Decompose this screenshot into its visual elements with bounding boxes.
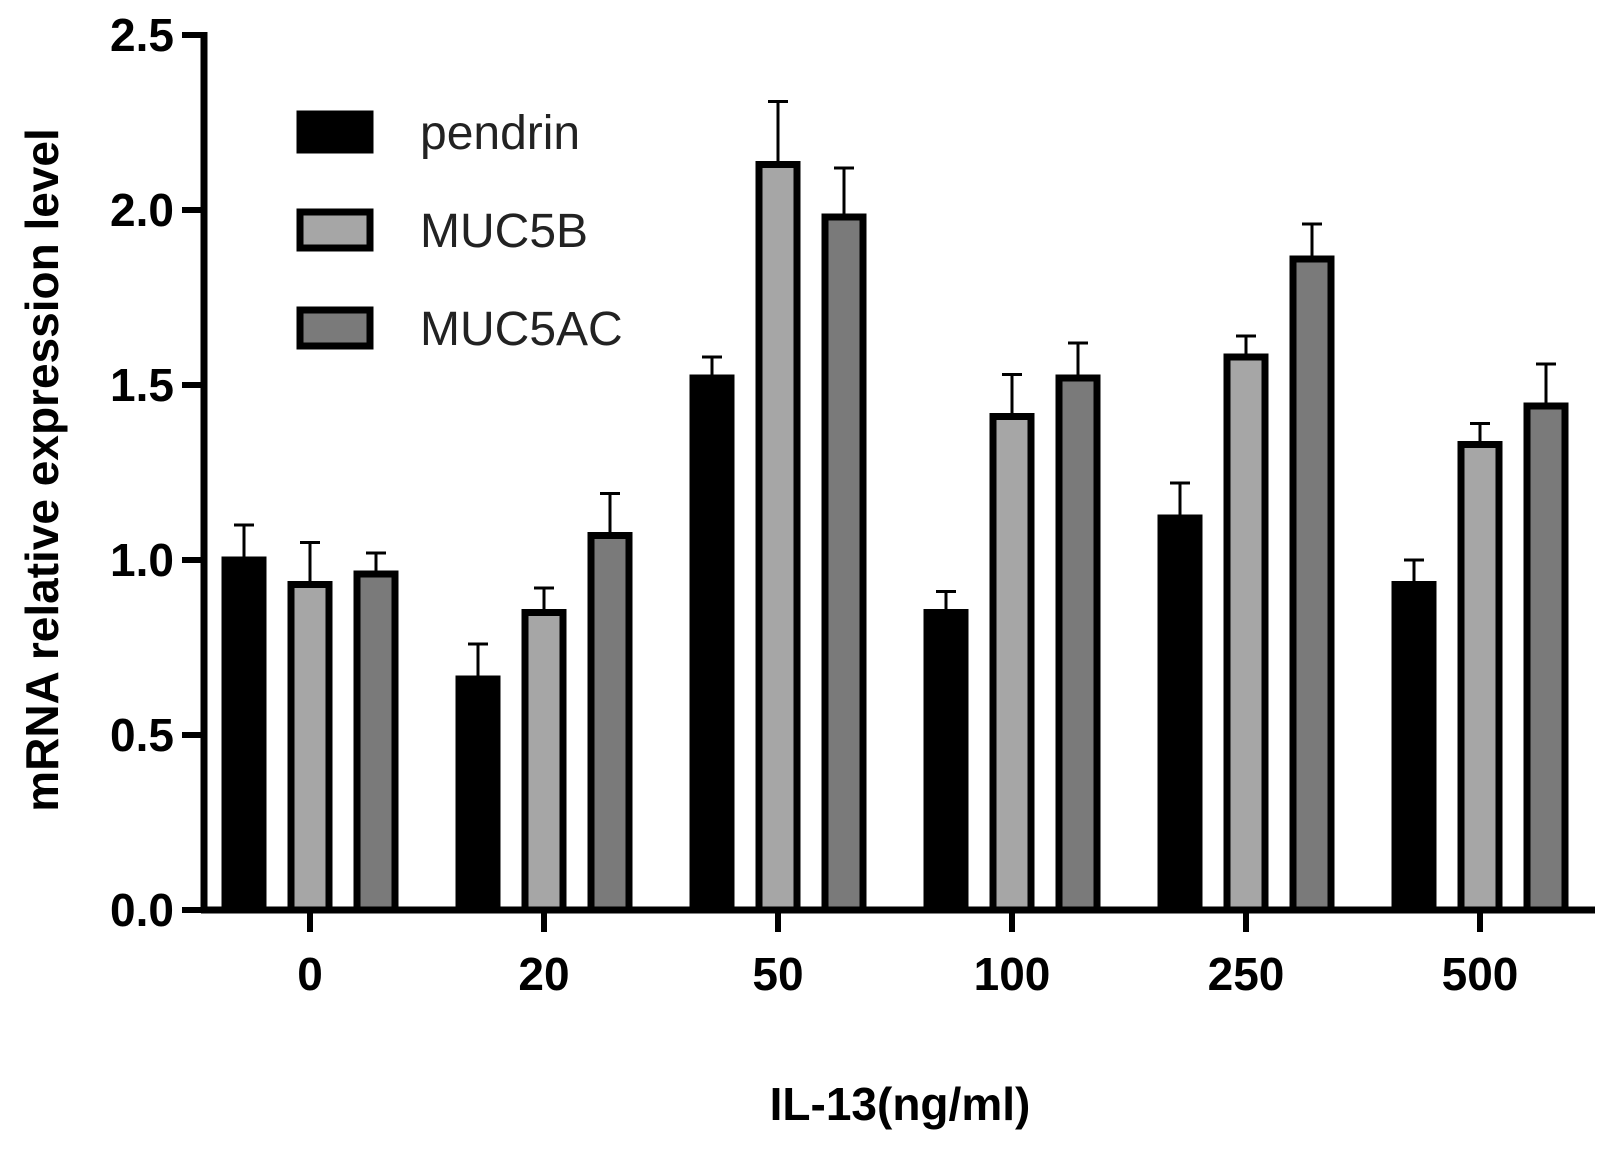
legend-label-pendrin: pendrin bbox=[420, 107, 580, 160]
y-axis-title-group: mRNA relative expression level bbox=[16, 128, 68, 812]
x-tick-label: 20 bbox=[518, 948, 569, 1000]
x-tick-label: 250 bbox=[1208, 948, 1285, 1000]
legend-swatch-pendrin bbox=[296, 110, 374, 154]
y-tick-label: 0.5 bbox=[110, 709, 174, 761]
x-tick-label: 50 bbox=[752, 948, 803, 1000]
bar-muc5ac-50 bbox=[821, 213, 867, 914]
y-tick-label: 2.0 bbox=[110, 184, 174, 236]
axes-layer bbox=[200, 32, 1595, 914]
y-tick-label: 1.5 bbox=[110, 359, 174, 411]
legend-swatch-muc5ac bbox=[296, 306, 374, 350]
bar-muc5b-20 bbox=[521, 609, 567, 914]
errors-layer bbox=[234, 100, 1556, 679]
bar-pendrin-100 bbox=[923, 609, 969, 914]
bar-muc5b-50 bbox=[755, 161, 801, 914]
x-tick-label: 0 bbox=[297, 948, 323, 1000]
bar-muc5ac-0 bbox=[353, 570, 399, 914]
y-tick-label: 2.5 bbox=[110, 9, 174, 61]
y-tick-label: 1.0 bbox=[110, 534, 174, 586]
bar-pendrin-20 bbox=[455, 675, 501, 914]
legend: pendrin MUC5B MUC5AC bbox=[296, 107, 623, 356]
bar-muc5b-0 bbox=[287, 581, 333, 914]
legend-label-muc5ac: MUC5AC bbox=[420, 303, 623, 356]
ticks-layer: 0.0 0.5 1.0 1.5 2.0 2.5 0 20 50 100 250 500 bbox=[110, 9, 1518, 1000]
bar-pendrin-0 bbox=[221, 556, 267, 914]
legend-label-muc5b: MUC5B bbox=[420, 205, 588, 258]
bar-pendrin-500 bbox=[1391, 581, 1437, 914]
bar-muc5ac-500 bbox=[1523, 402, 1569, 914]
x-tick-label: 100 bbox=[974, 948, 1051, 1000]
bar-muc5b-250 bbox=[1223, 353, 1269, 914]
legend-swatch-muc5b bbox=[296, 208, 374, 252]
bar-muc5b-500 bbox=[1457, 441, 1503, 914]
bar-muc5ac-250 bbox=[1289, 255, 1335, 914]
bar-muc5b-100 bbox=[989, 413, 1035, 914]
bar-muc5ac-100 bbox=[1055, 374, 1101, 914]
bar-pendrin-250 bbox=[1157, 514, 1203, 914]
y-axis-title: mRNA relative expression level bbox=[16, 128, 68, 812]
bar-pendrin-50 bbox=[689, 374, 735, 914]
x-axis-title: IL-13(ng/ml) bbox=[770, 1078, 1031, 1130]
bar-muc5ac-20 bbox=[587, 532, 633, 914]
bars-layer bbox=[221, 161, 1569, 914]
y-tick-label: 0.0 bbox=[110, 884, 174, 936]
x-tick-label: 500 bbox=[1442, 948, 1519, 1000]
